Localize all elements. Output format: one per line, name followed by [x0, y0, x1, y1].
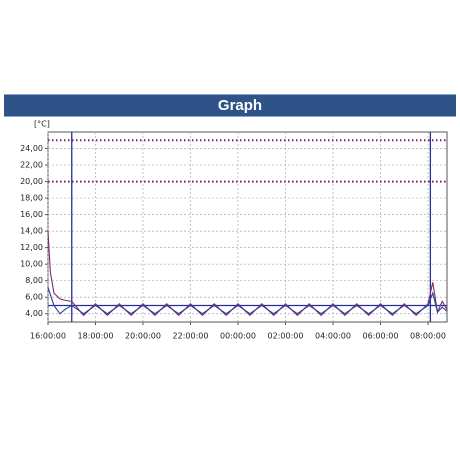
- y-tick-label: 12,00: [20, 243, 43, 252]
- x-tick-label: 20:00:00: [125, 332, 161, 341]
- x-tick-label: 02:00:00: [268, 332, 304, 341]
- x-tick-label: 18:00:00: [78, 332, 114, 341]
- x-tick-label: 08:00:00: [410, 332, 446, 341]
- chart-title: Graph: [218, 97, 262, 114]
- plot-area: [47, 131, 448, 323]
- y-tick-label: 6,00: [25, 293, 43, 302]
- x-tick-label: 16:00:00: [30, 332, 66, 341]
- x-tick-label: 06:00:00: [363, 332, 399, 341]
- x-tick-label: 00:00:00: [220, 332, 256, 341]
- y-tick-label: 22,00: [20, 161, 43, 170]
- x-tick-label: 04:00:00: [315, 332, 351, 341]
- y-tick-label: 24,00: [20, 144, 43, 153]
- y-tick-label: 4,00: [25, 309, 43, 318]
- header-bar: [4, 94, 456, 116]
- y-tick-label: 20,00: [20, 177, 43, 186]
- y-tick-label: 14,00: [20, 227, 43, 236]
- y-tick-label: 10,00: [20, 260, 43, 269]
- y-tick-label: 16,00: [20, 210, 43, 219]
- data-line: [47, 287, 448, 315]
- y-axis-label: [°C]: [34, 120, 50, 129]
- x-tick-label: 22:00:00: [173, 332, 209, 341]
- y-tick-label: 18,00: [20, 194, 43, 203]
- y-tick-label: 8,00: [25, 276, 43, 285]
